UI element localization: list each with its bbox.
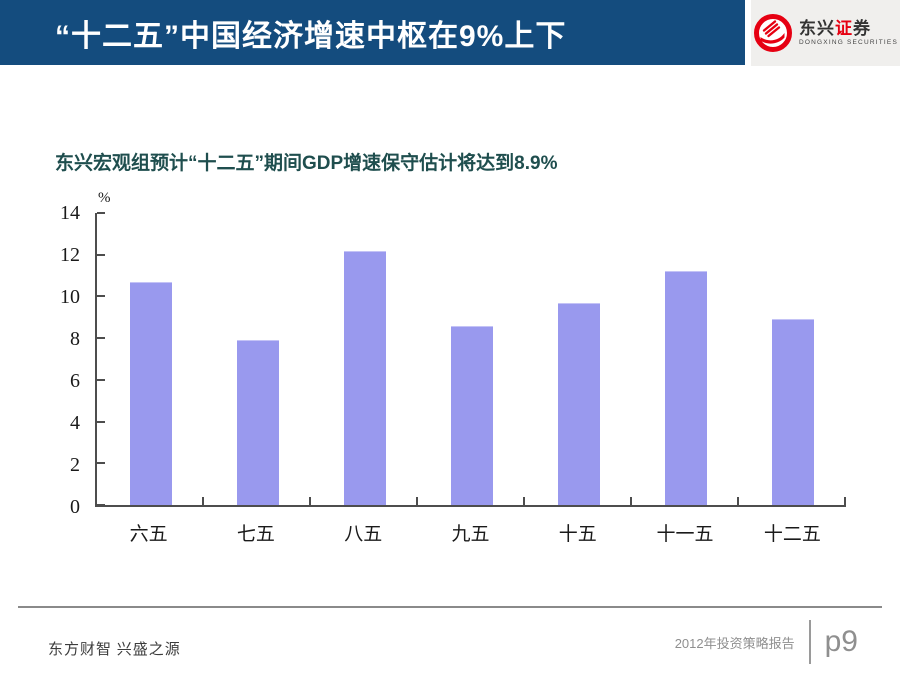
y-axis-tick — [97, 378, 105, 381]
x-axis-label: 十二五 — [763, 524, 821, 545]
x-axis-tick — [737, 497, 739, 505]
y-axis-tick — [97, 504, 105, 506]
y-axis-tick-label: 8 — [70, 328, 80, 350]
y-axis-tick — [97, 462, 105, 465]
y-axis-tick — [97, 295, 105, 298]
x-axis-tick — [630, 497, 632, 505]
header-banner: “十二五”中国经济增速中枢在9%上下 — [0, 0, 745, 65]
y-axis-tick-label: 2 — [70, 454, 80, 476]
x-axis-tick — [416, 497, 418, 505]
footer-slogan: 东方财智 兴盛之源 — [48, 642, 181, 658]
y-axis-tick-label: 6 — [70, 370, 80, 392]
bar-slot — [311, 213, 418, 505]
bar — [664, 271, 707, 505]
y-axis-tick — [97, 337, 105, 340]
logo-panel: 东兴证券 DONGXING SECURITIES — [751, 0, 900, 66]
logo-cn-part2: 证 — [834, 18, 853, 38]
x-axis-label: 八五 — [344, 524, 383, 545]
y-axis-unit-label: % — [98, 190, 111, 206]
y-axis-tick — [97, 212, 105, 214]
bar — [236, 340, 279, 505]
bar-slot — [418, 213, 525, 505]
page-number: p9 — [824, 625, 858, 658]
y-axis-tick-label: 12 — [60, 244, 80, 266]
bar — [343, 250, 386, 505]
x-axis-category-labels: 六五 七五 八五 九五 十五 十一五 十二五 — [95, 519, 846, 546]
report-name: 2012年投资策略报告 — [674, 635, 795, 651]
bar-slot — [739, 213, 846, 505]
logo-cn-part1: 东兴 — [798, 18, 835, 38]
bar — [557, 302, 600, 505]
y-axis-tick — [97, 420, 105, 423]
logo-name-cn: 东兴证券 — [799, 20, 898, 37]
y-axis-tick-labels: 0 2 4 6 8 10 12 14 — [40, 203, 88, 517]
bar — [771, 319, 814, 505]
bar-slot — [632, 213, 739, 505]
x-axis-label: 十五 — [558, 524, 597, 545]
x-axis-tick — [522, 497, 525, 505]
logo-cn-part3: 券 — [852, 18, 871, 38]
y-axis-tick-label: 10 — [60, 286, 80, 308]
y-axis-tick-label: 14 — [60, 202, 80, 224]
x-axis-tick — [844, 497, 846, 505]
footer-divider — [18, 606, 882, 608]
x-axis-tick — [308, 497, 311, 505]
x-axis-label: 十一五 — [656, 524, 714, 545]
logo-text: 东兴证券 DONGXING SECURITIES — [799, 20, 898, 47]
bar-slot — [97, 213, 204, 505]
bars-row — [97, 213, 846, 505]
bar — [129, 281, 172, 505]
bar-slot — [525, 213, 632, 505]
y-axis-tick — [97, 253, 105, 256]
chart-title: 东兴宏观组预计“十二五”期间GDP增速保守估计将达到8.9% — [55, 153, 558, 174]
footer-right: 2012年投资策略报告 p9 — [675, 618, 858, 666]
bar — [450, 325, 493, 505]
y-axis-tick-label: 4 — [70, 412, 80, 434]
logo-name-en: DONGXING SECURITIES — [798, 38, 898, 46]
plot-area — [95, 212, 846, 507]
bar-slot — [204, 213, 311, 505]
x-axis-tick — [201, 497, 204, 505]
x-axis-label: 九五 — [451, 524, 490, 545]
y-axis-tick-label: 0 — [70, 496, 80, 518]
dongxing-logo-icon — [753, 14, 792, 52]
page-title: “十二五”中国经济增速中枢在9%上下 — [55, 19, 567, 53]
x-axis-label: 六五 — [129, 524, 168, 545]
footer-separator — [808, 620, 811, 664]
x-axis-label: 七五 — [236, 524, 275, 545]
